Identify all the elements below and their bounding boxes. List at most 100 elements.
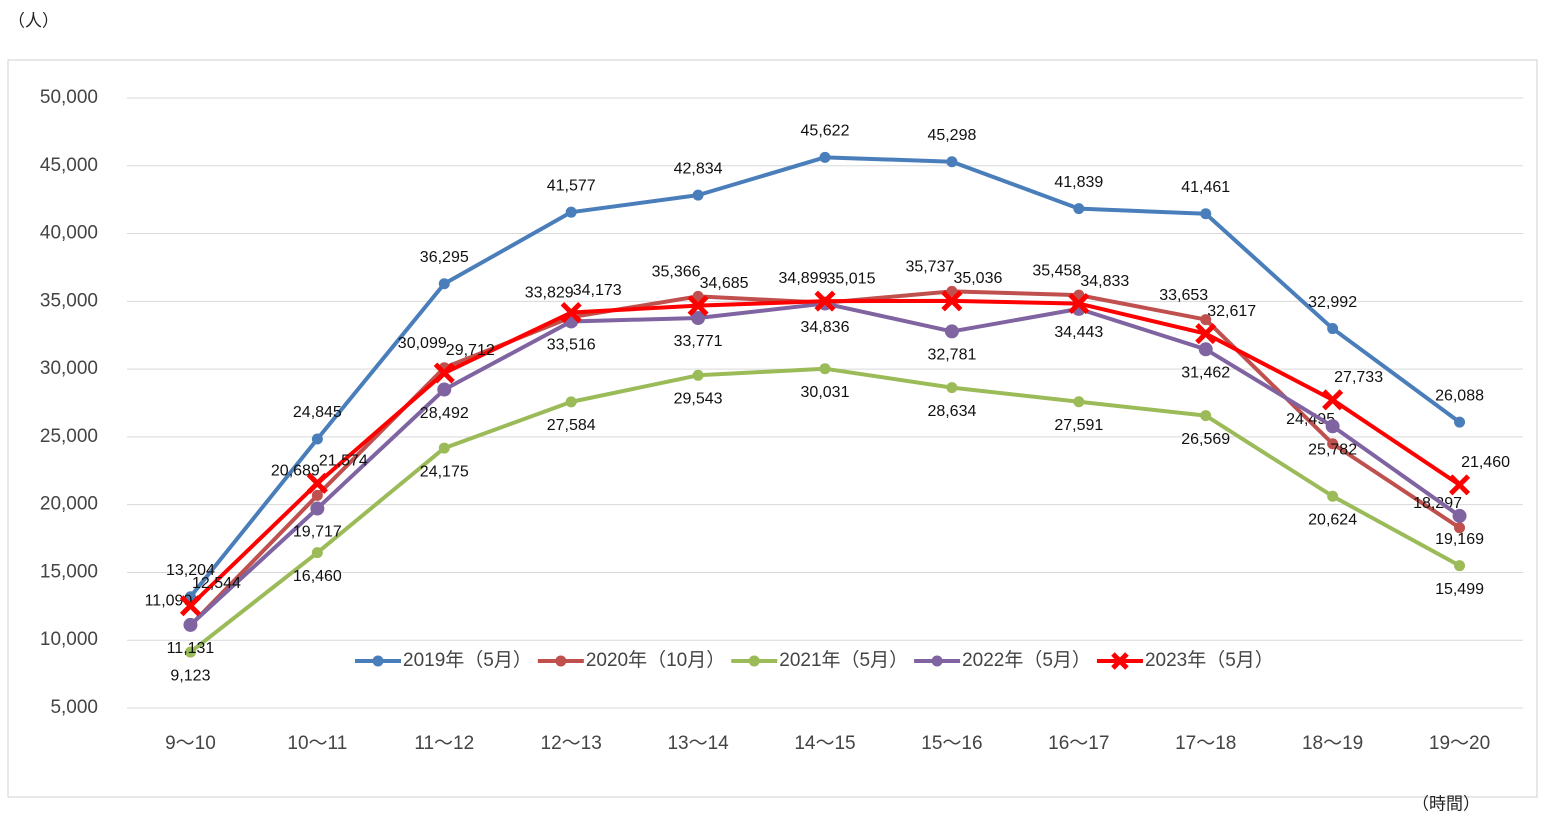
- value-label: 35,015: [827, 270, 876, 287]
- value-label: 28,492: [420, 405, 469, 422]
- value-label: 30,099: [398, 335, 447, 352]
- value-label: 27,733: [1334, 369, 1383, 386]
- series: [184, 151, 1466, 603]
- value-label: 27,591: [1054, 417, 1103, 434]
- x-tick-label: 17～18: [1175, 733, 1236, 754]
- point: [1452, 508, 1467, 523]
- value-label: 26,569: [1181, 431, 1230, 448]
- legend-label: 2020年（10月）: [586, 649, 725, 671]
- value-label: 33,653: [1159, 287, 1208, 304]
- point: [1322, 389, 1344, 411]
- value-label: 41,577: [547, 177, 596, 194]
- y-tick-label: 10,000: [40, 629, 98, 650]
- point: [1073, 396, 1085, 408]
- value-label: 24,845: [293, 404, 342, 421]
- value-label: 45,622: [801, 123, 850, 140]
- point: [692, 189, 704, 201]
- value-label: 35,458: [1032, 262, 1081, 279]
- x-tick-label: 10～11: [287, 733, 347, 754]
- point: [1198, 342, 1213, 357]
- point: [565, 206, 577, 218]
- value-label: 41,461: [1181, 179, 1230, 196]
- y-tick-label: 45,000: [40, 155, 98, 176]
- value-label: 11,090: [145, 593, 193, 610]
- point: [819, 363, 831, 375]
- series-line: [188, 155, 1461, 599]
- point: [438, 278, 450, 290]
- y-tick-label: 20,000: [40, 494, 98, 515]
- value-label: 24,175: [420, 463, 469, 480]
- value-label: 35,036: [953, 270, 1002, 287]
- legend-marker: [1111, 652, 1129, 670]
- value-label: 18,297: [1413, 495, 1462, 512]
- value-label: 34,836: [801, 319, 850, 336]
- value-label: 29,543: [674, 391, 723, 408]
- y-tick-label: 30,000: [40, 358, 98, 379]
- point: [946, 382, 958, 394]
- x-tick-label: 9～10: [165, 733, 216, 754]
- value-label: 11,131: [167, 640, 215, 657]
- value-label: 34,173: [573, 282, 622, 299]
- value-label: 28,634: [927, 403, 976, 420]
- point: [1200, 410, 1212, 422]
- point: [437, 382, 452, 397]
- point: [311, 547, 323, 559]
- legend-marker: [555, 655, 567, 667]
- point: [1454, 416, 1466, 428]
- x-tick-label: 12～13: [541, 733, 602, 754]
- point: [1449, 474, 1471, 496]
- value-label: 34,833: [1080, 273, 1129, 290]
- value-label: 24,495: [1286, 411, 1335, 428]
- point: [310, 501, 325, 516]
- value-label: 20,624: [1308, 511, 1357, 528]
- x-tick-label: 15～16: [921, 733, 982, 754]
- series: [183, 296, 1467, 632]
- series: [184, 363, 1466, 658]
- legend-label: 2022年（5月）: [962, 649, 1091, 671]
- legend-marker: [748, 655, 760, 667]
- point: [1200, 208, 1212, 220]
- value-label: 12,544: [192, 575, 241, 592]
- point: [944, 324, 959, 339]
- point: [1325, 419, 1340, 434]
- y-tick-label: 40,000: [40, 223, 98, 244]
- point: [687, 295, 709, 317]
- series-line: [189, 301, 1461, 627]
- chart-border: [7, 59, 1538, 798]
- point: [433, 362, 455, 384]
- point: [1073, 203, 1085, 215]
- value-label: 29,712: [446, 342, 495, 359]
- point: [692, 369, 704, 381]
- point: [184, 646, 196, 658]
- y-tick-label: 15,000: [40, 561, 98, 582]
- x-tick-label: 11～12: [414, 733, 474, 754]
- value-label: 26,088: [1435, 387, 1484, 404]
- point: [183, 617, 198, 632]
- value-label: 36,295: [420, 249, 469, 266]
- point: [1068, 293, 1090, 315]
- series-line: [189, 366, 1461, 654]
- value-label: 42,834: [674, 160, 723, 177]
- point: [691, 310, 706, 325]
- x-tick-label: 13～14: [667, 733, 729, 754]
- x-tick-label: 14～15: [794, 733, 855, 754]
- y-tick-label: 5,000: [50, 697, 98, 718]
- point: [179, 595, 201, 617]
- value-label: 32,617: [1207, 303, 1256, 320]
- value-label: 33,771: [674, 333, 723, 350]
- point: [1327, 490, 1339, 502]
- value-label: 19,169: [1435, 531, 1484, 548]
- point: [311, 489, 323, 501]
- point: [941, 290, 963, 312]
- point: [1327, 438, 1339, 450]
- value-label: 21,460: [1461, 454, 1510, 471]
- value-label: 41,839: [1054, 174, 1103, 191]
- value-label: 35,366: [652, 264, 701, 281]
- point: [560, 302, 582, 324]
- value-label: 21,574: [319, 453, 368, 470]
- value-label: 31,462: [1181, 365, 1230, 382]
- series: [179, 290, 1471, 617]
- value-label: 15,499: [1435, 581, 1484, 598]
- series-line: [189, 289, 1461, 627]
